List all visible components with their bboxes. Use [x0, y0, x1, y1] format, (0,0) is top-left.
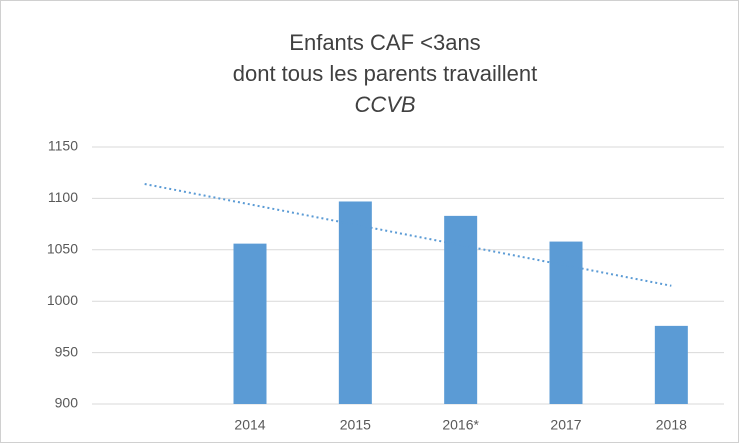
x-tick-label: 2015	[340, 417, 371, 433]
y-tick-label: 1050	[47, 241, 78, 257]
bar	[549, 241, 583, 404]
bar	[338, 201, 372, 404]
chart-subtitle: CCVB	[354, 92, 415, 117]
y-tick-label: 1100	[48, 189, 78, 205]
x-tick-label: 2016*	[442, 417, 479, 433]
chart-title: Enfants CAF <3ans	[289, 30, 480, 55]
bar	[233, 243, 267, 404]
y-tick-label: 900	[55, 395, 79, 411]
x-tick-label: 2018	[656, 417, 687, 433]
bar	[444, 215, 478, 404]
chart-title: dont tous les parents travaillent	[233, 61, 538, 86]
x-tick-label: 2017	[550, 417, 581, 433]
x-tick-label: 2014	[234, 417, 265, 433]
y-tick-label: 1000	[47, 292, 78, 308]
y-tick-label: 950	[55, 343, 79, 359]
y-tick-label: 1150	[48, 138, 78, 154]
bar	[654, 325, 688, 404]
